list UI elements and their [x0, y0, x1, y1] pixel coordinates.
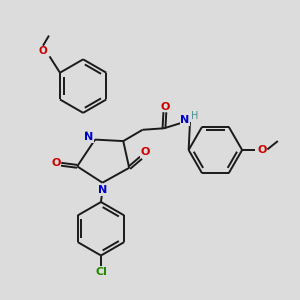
Text: N: N	[98, 185, 107, 195]
Text: O: O	[141, 147, 150, 158]
Text: O: O	[51, 158, 61, 168]
Text: N: N	[180, 115, 189, 125]
Text: H: H	[190, 111, 198, 122]
Text: N: N	[84, 132, 93, 142]
Text: Cl: Cl	[95, 267, 107, 277]
Text: O: O	[39, 46, 47, 56]
Text: O: O	[257, 145, 267, 155]
Text: O: O	[161, 102, 170, 112]
